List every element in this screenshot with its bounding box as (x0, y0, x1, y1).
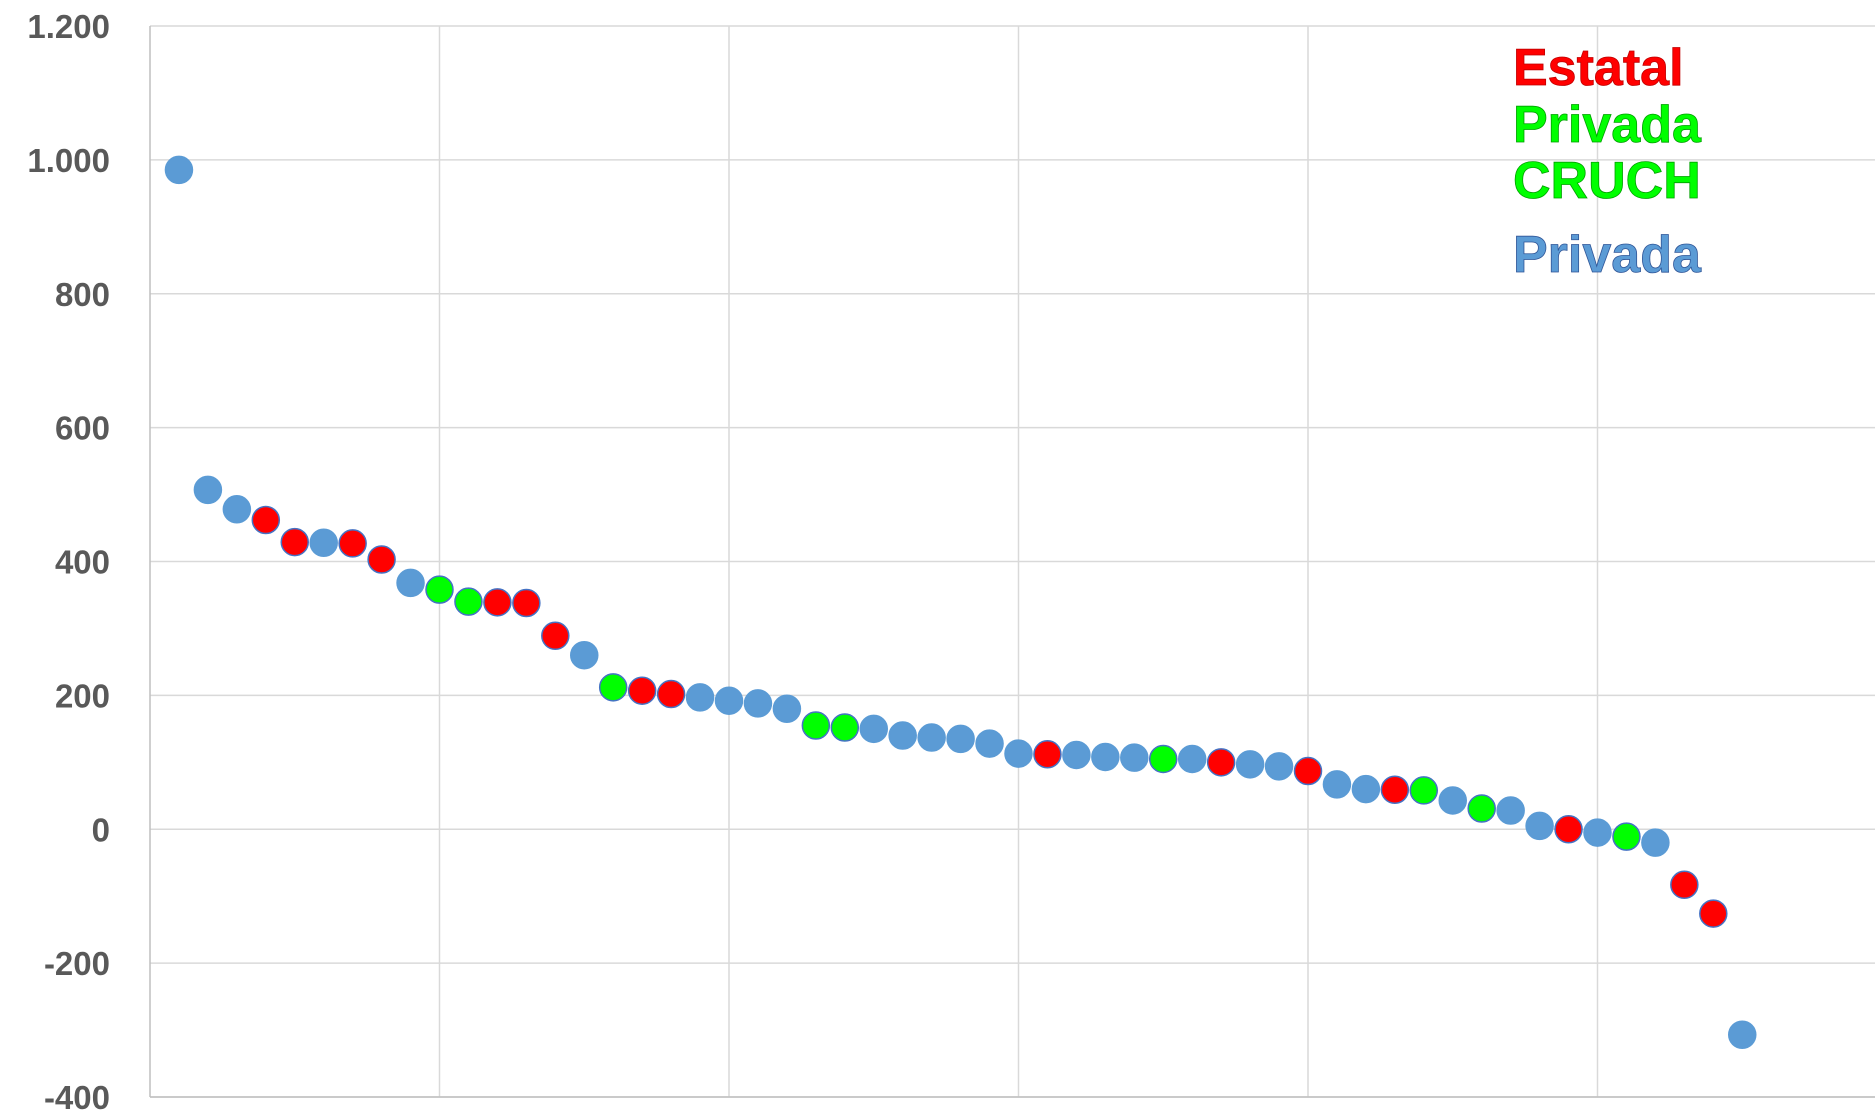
data-point (1120, 743, 1149, 772)
data-point (627, 676, 657, 705)
legend-item-privada: Privada (1513, 226, 1702, 284)
axes (149, 26, 1875, 1098)
y-tick-label: 200 (55, 677, 110, 714)
data-point (222, 495, 252, 524)
data-point (598, 673, 628, 702)
data-point (1264, 752, 1294, 781)
y-axis-tick-labels: -400 -200 0 200 400 600 800 1.000 1.200 (27, 8, 110, 1116)
data-point (859, 714, 888, 744)
data-point (512, 588, 541, 618)
data-point (743, 689, 773, 718)
data-point (1004, 739, 1033, 768)
data-point (1409, 776, 1439, 805)
data-point (251, 505, 281, 535)
data-point (193, 475, 223, 505)
data-point (1149, 744, 1178, 774)
y-tick-label: 1.200 (27, 8, 110, 45)
data-point (946, 724, 975, 754)
data-point (714, 686, 744, 715)
data-point (1235, 750, 1265, 779)
data-point (309, 528, 338, 558)
data-point (1091, 742, 1120, 772)
legend-item-privada-cruch-line1: Privada (1513, 96, 1702, 154)
data-point (1293, 756, 1323, 786)
legend-item-estatal: Estatal (1513, 39, 1684, 97)
data-point (454, 587, 483, 616)
data-point (1583, 818, 1612, 847)
data-point (1612, 822, 1641, 851)
data-point (685, 683, 715, 712)
data-point (888, 721, 917, 750)
data-point (1033, 740, 1062, 769)
data-point (1380, 775, 1410, 805)
data-point (1496, 796, 1525, 825)
legend-item-privada-cruch-line2: CRUCH (1513, 152, 1701, 210)
data-points (164, 155, 1757, 1049)
data-point (1438, 786, 1467, 815)
data-point (830, 713, 860, 742)
data-point (917, 723, 946, 752)
data-point (1177, 744, 1207, 774)
data-point (1641, 828, 1670, 857)
data-point (164, 155, 194, 185)
data-point (1062, 740, 1091, 770)
data-point (801, 711, 831, 740)
data-point (367, 545, 396, 574)
y-tick-label: 600 (55, 410, 110, 447)
data-point (1670, 870, 1699, 900)
data-point (1351, 774, 1381, 804)
data-point (425, 575, 454, 604)
data-point (1554, 815, 1583, 844)
data-point (1206, 748, 1236, 777)
data-point (280, 527, 309, 557)
y-tick-label: -200 (44, 945, 110, 982)
data-point (1728, 1020, 1757, 1049)
data-point (1525, 811, 1554, 841)
data-point (396, 568, 425, 598)
y-tick-label: 1.000 (27, 142, 110, 179)
data-point (541, 621, 570, 651)
y-tick-label: 400 (55, 544, 110, 581)
data-point (656, 679, 686, 709)
data-point (772, 694, 802, 724)
data-point (1322, 770, 1352, 799)
data-point (338, 529, 367, 558)
data-point (1467, 794, 1496, 823)
y-tick-label: 800 (55, 276, 110, 313)
gridlines (150, 25, 1875, 1098)
data-point (1699, 899, 1728, 928)
legend-item-privada-cruch: Privada CRUCH (1513, 96, 1715, 210)
y-tick-label: -400 (44, 1079, 110, 1116)
y-tick-label: 0 (92, 811, 110, 848)
legend: Estatal Privada CRUCH Privada (1513, 39, 1715, 285)
data-point (483, 588, 512, 617)
data-point (570, 640, 599, 670)
data-point (975, 729, 1004, 758)
